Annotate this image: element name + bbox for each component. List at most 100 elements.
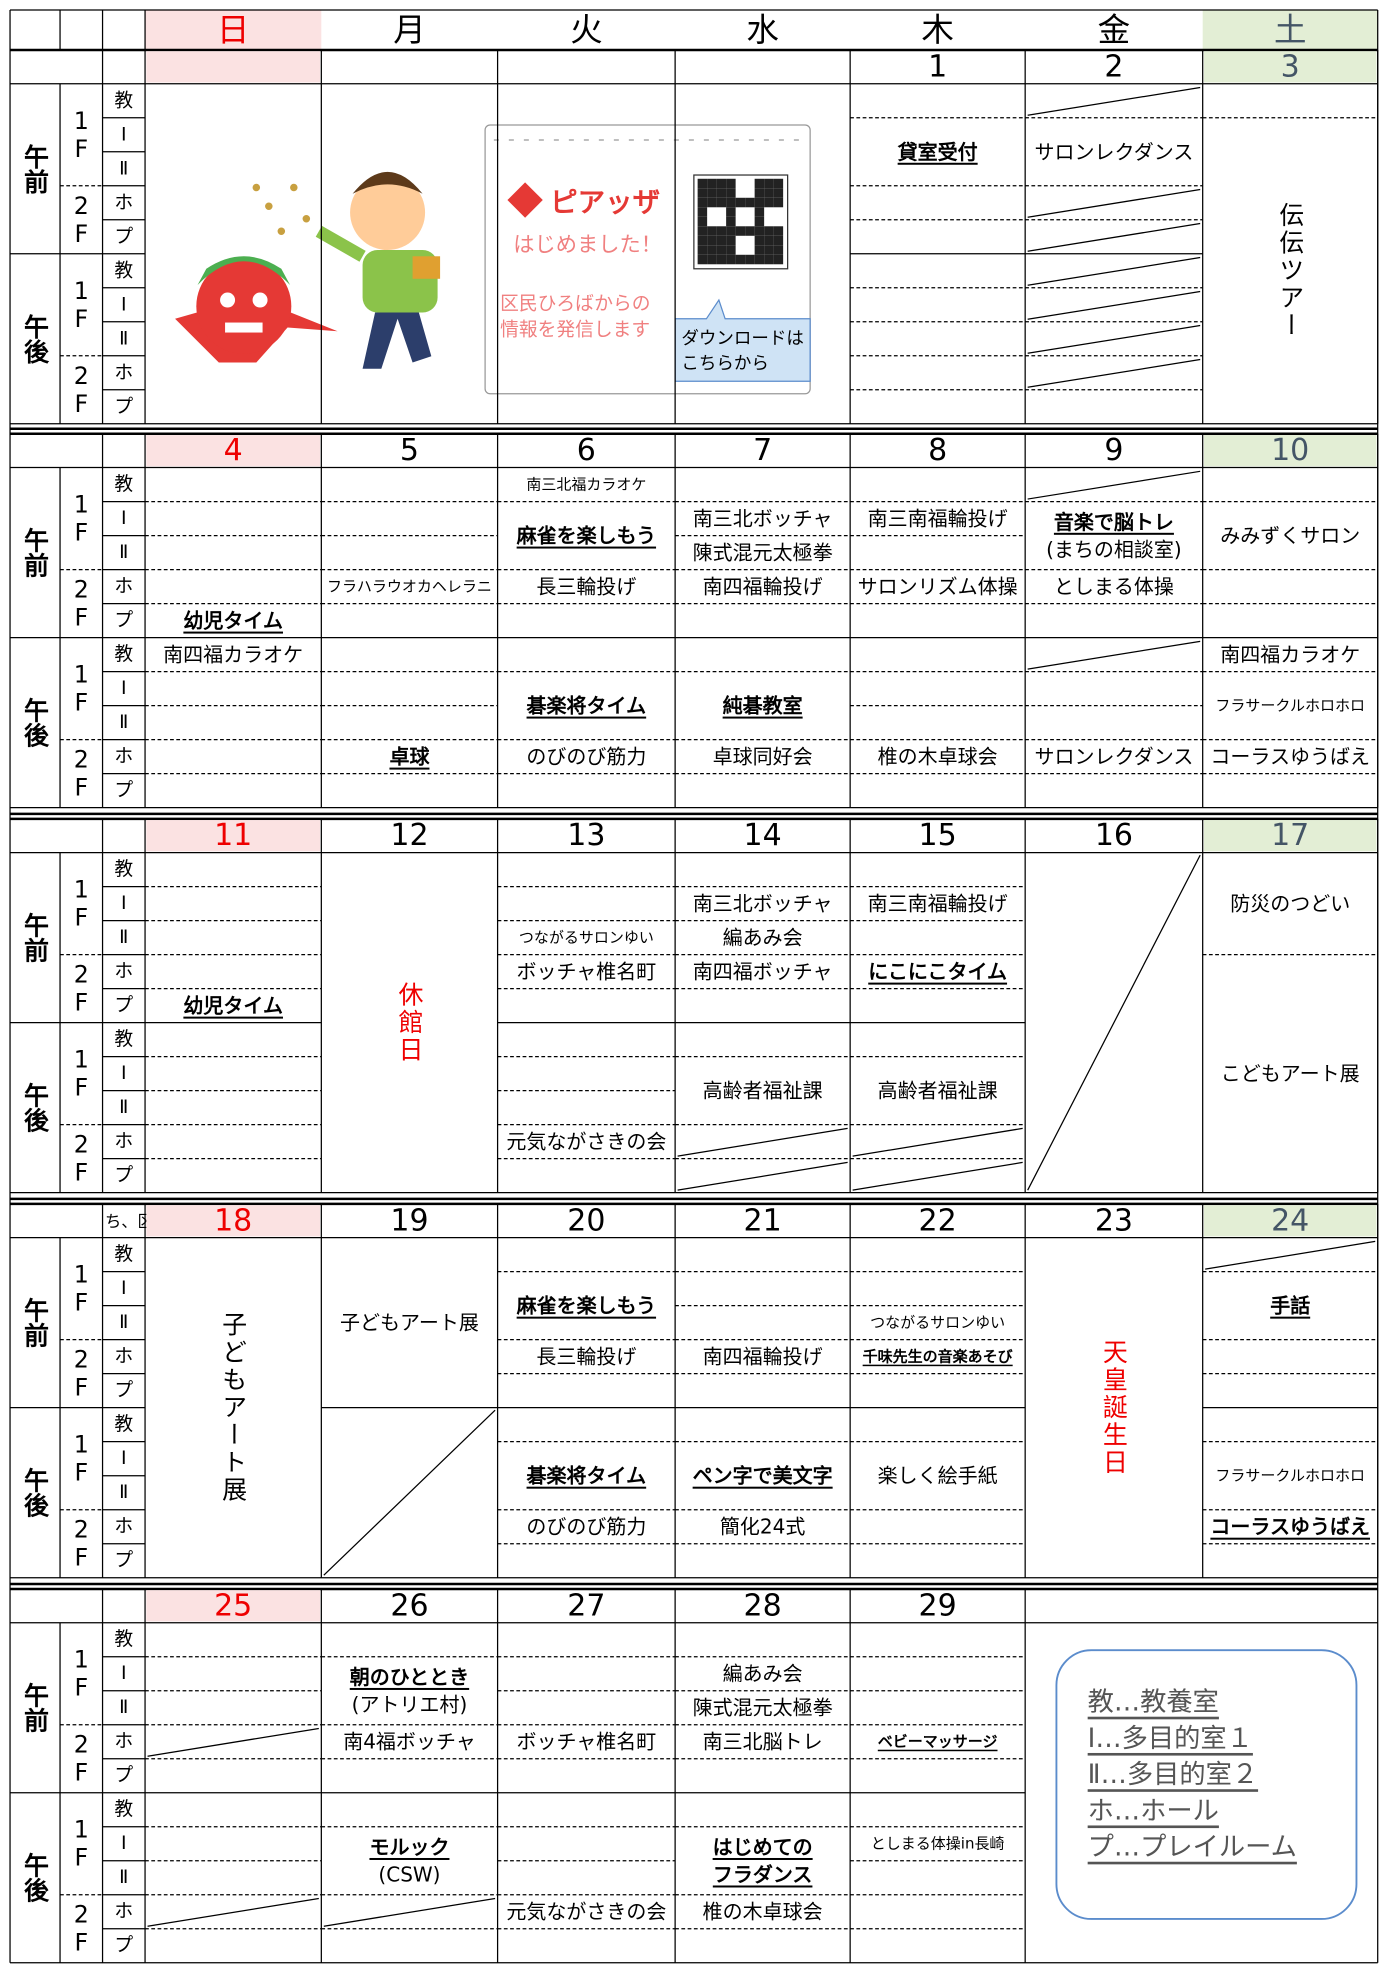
room-label: プ — [114, 609, 133, 631]
event: ボッチャ椎名町 — [516, 960, 656, 984]
date-bg — [146, 51, 321, 83]
qr-cell — [707, 254, 717, 265]
room-label: 教 — [114, 89, 133, 111]
qr-cell — [697, 178, 708, 189]
event: フラサークルホロホロ — [1215, 1467, 1365, 1485]
qr-cell — [726, 178, 736, 189]
qr-cell — [764, 188, 774, 198]
date: 29 — [919, 1588, 957, 1623]
event: 椎の木卓球会 — [878, 745, 998, 769]
qr-cell — [726, 216, 736, 227]
date: 16 — [1095, 818, 1133, 853]
qr-cell — [716, 226, 727, 236]
event: つながるサロンゆい — [870, 1314, 1005, 1332]
event: はじめての — [713, 1835, 813, 1859]
room-label: ホ — [114, 1131, 133, 1152]
event: のびのび筋力 — [526, 745, 646, 769]
event: 麻雀を楽しもう — [516, 1294, 656, 1318]
floor-label: 1F — [67, 1816, 95, 1872]
event: 子どもアート展 — [340, 1311, 479, 1335]
date: 13 — [567, 818, 605, 853]
qr-cell — [773, 226, 784, 236]
room-label: Ⅰ — [121, 1833, 127, 1854]
slash — [1027, 854, 1201, 1191]
room-label: Ⅱ — [119, 542, 128, 563]
floor-label: 2F — [67, 1346, 95, 1402]
room-label: Ⅱ — [119, 1867, 128, 1888]
date: 9 — [1104, 433, 1123, 468]
date: 18 — [214, 1203, 252, 1238]
qr-cell — [754, 188, 765, 198]
event: 防災のつどい — [1230, 892, 1350, 916]
qr-cell — [754, 207, 765, 217]
slash — [852, 1161, 1023, 1191]
room-label: Ⅱ — [119, 1697, 128, 1718]
event: 碁楽将タイム — [526, 1464, 647, 1488]
slash — [1027, 86, 1201, 116]
event: 南三北福カラオケ — [526, 476, 646, 494]
date: 10 — [1271, 433, 1309, 468]
date: 28 — [744, 1588, 782, 1623]
qr-cell — [773, 254, 784, 265]
room-label: プ — [114, 1549, 133, 1571]
slash — [1205, 1240, 1376, 1270]
event: 編あみ会 — [723, 926, 803, 950]
room-label: 教 — [114, 259, 133, 281]
qr-cell — [716, 178, 727, 189]
event: モルック — [369, 1835, 449, 1859]
slash — [1027, 290, 1201, 320]
qr-cell — [726, 207, 736, 217]
notice-headline: はじめました！ — [513, 233, 662, 258]
qr-cell — [726, 197, 736, 208]
floor-label: 1F — [67, 661, 95, 717]
bubble-text: ダウンロードは — [681, 329, 804, 349]
qr-cell — [697, 254, 708, 265]
event: 南三北脳トレ — [703, 1730, 823, 1754]
qr-cell — [697, 226, 708, 236]
slash — [677, 1127, 848, 1157]
event: 朝のひととき — [350, 1665, 469, 1689]
day-name: 日 — [217, 11, 250, 49]
room-label: プ — [114, 225, 133, 247]
floor-label: 2F — [67, 1731, 95, 1787]
date-bg — [146, 435, 321, 467]
qr-cell — [697, 235, 708, 246]
event: 卓球同好会 — [713, 745, 813, 769]
date: 21 — [744, 1203, 782, 1238]
date: 7 — [753, 433, 772, 468]
qr-cell — [764, 245, 774, 255]
event: サロンリズム体操 — [858, 575, 1018, 599]
floor-label: 2F — [67, 362, 95, 418]
room-label: ホ — [114, 1731, 133, 1752]
event: にこにこタイム — [868, 960, 1007, 984]
event: 貸室受付 — [897, 140, 978, 164]
floor-label: 1F — [67, 1646, 95, 1702]
event: 南三北ボッチャ — [693, 892, 833, 916]
event: 南三南福輪投げ — [868, 892, 1008, 916]
event: (CSW) — [378, 1862, 440, 1886]
period-label: 午後 — [21, 1852, 50, 1904]
header-bg — [145, 10, 322, 51]
room-label: Ⅱ — [119, 158, 128, 179]
qr-cell — [735, 197, 746, 208]
qr-cell — [764, 197, 774, 208]
room-label: ホ — [114, 1901, 133, 1922]
slash — [323, 1897, 496, 1927]
date: 8 — [928, 433, 947, 468]
period-label: 午後 — [21, 1467, 50, 1519]
event: 南4福ボッチャ — [343, 1730, 476, 1754]
room-label: Ⅰ — [121, 1063, 127, 1084]
slash — [323, 1409, 496, 1576]
event: としまる体操in長崎 — [871, 1835, 1005, 1853]
slash — [147, 1897, 319, 1927]
bubble-text: こちらから — [681, 354, 769, 374]
floor-label: 1F — [67, 277, 95, 333]
room-label: 教 — [114, 473, 133, 495]
floor-label: 2F — [67, 1901, 95, 1957]
event: 元気ながさきの会 — [506, 1130, 666, 1154]
day-name: 水 — [746, 11, 779, 49]
day-name: 土 — [1274, 11, 1307, 49]
legend-item: プ…プレイルーム — [1088, 1833, 1297, 1863]
event: 長三輪投げ — [536, 575, 636, 599]
qr-cell — [773, 178, 784, 189]
